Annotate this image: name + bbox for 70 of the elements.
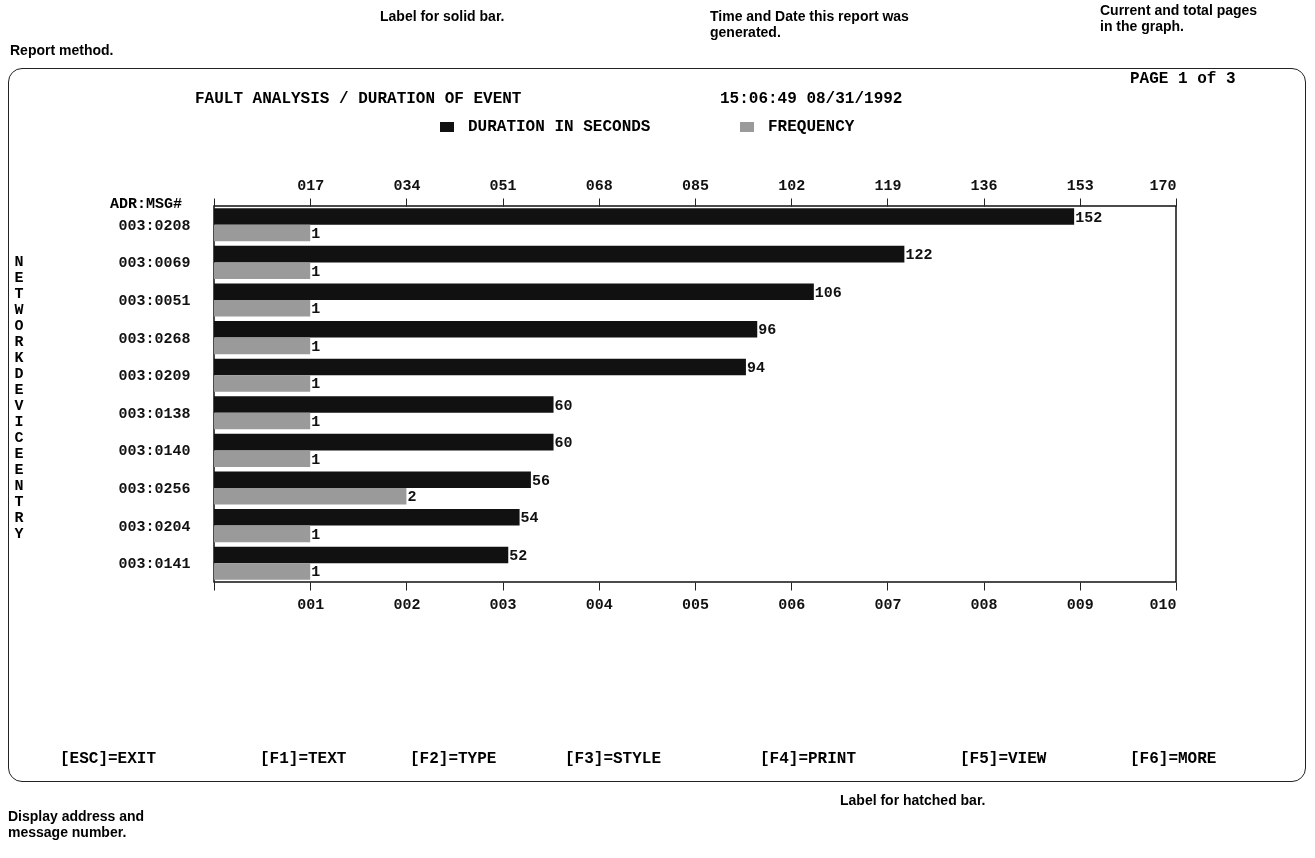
- text: NETWORK DEVICE ENTRY: [14, 254, 24, 543]
- chart-title: FAULT ANALYSIS / DURATION OF EVENT: [195, 90, 522, 108]
- x2-tick-label: 068: [585, 177, 613, 195]
- data-label: 106: [814, 284, 842, 302]
- data-label: 2: [407, 489, 417, 507]
- y-tick-label: 003:0209: [118, 368, 191, 386]
- data-label: 1: [311, 564, 321, 582]
- text: [F4]=PRINT: [760, 750, 857, 768]
- legend-label: FREQUENCY: [768, 118, 855, 136]
- data-label: 1: [311, 414, 321, 432]
- x2-tick-label: 017: [297, 177, 325, 195]
- data-label: 54: [520, 510, 539, 528]
- text: [F2]=TYPE: [410, 750, 497, 768]
- text: Time and Date this report was generated.: [710, 8, 910, 40]
- data-label: 122: [905, 247, 933, 265]
- legend-label: DURATION IN SECONDS: [468, 118, 651, 136]
- data-label: 52: [509, 547, 528, 565]
- data-label: 1: [311, 338, 321, 356]
- x2-tick-label: 085: [681, 177, 710, 195]
- x-tick-label: 004: [585, 596, 613, 614]
- data-label: 1: [311, 451, 321, 469]
- text: [F5]=VIEW: [960, 750, 1047, 768]
- data-label: 1: [311, 376, 321, 394]
- data-label: 1: [311, 526, 321, 544]
- x-tick-label: 003: [489, 596, 517, 614]
- x2-tick-label: 102: [778, 177, 806, 195]
- data-label: 1: [311, 263, 321, 281]
- data-label: 1: [311, 301, 321, 319]
- text: [F1]=TEXT: [260, 750, 347, 768]
- x-tick-label: 006: [778, 596, 806, 614]
- data-label: 60: [554, 435, 573, 453]
- text: [F6]=MORE: [1130, 750, 1217, 768]
- x2-tick-label: 136: [970, 177, 998, 195]
- y-tick-label: 003:0141: [118, 556, 191, 574]
- x-tick-label: 007: [874, 596, 902, 614]
- x2-tick-label: 170: [1149, 177, 1177, 195]
- x2-tick-label: 051: [489, 177, 517, 195]
- y-tick-label: 003:0268: [118, 330, 191, 348]
- y-tick-label: 003:0069: [118, 255, 191, 273]
- x-tick-label: 005: [681, 596, 710, 614]
- x2-tick-label: 153: [1066, 177, 1094, 195]
- x-tick-label: 008: [970, 596, 998, 614]
- text: Report method.: [10, 42, 114, 58]
- x-tick-label: 009: [1066, 596, 1094, 614]
- text: Current and total pages in the graph.: [1100, 2, 1259, 34]
- chart-subtitle: 15:06:49 08/31/1992: [720, 90, 903, 108]
- data-label: 96: [758, 322, 777, 340]
- text: Label for solid bar.: [380, 8, 505, 24]
- y-tick-label: 003:0208: [118, 217, 191, 235]
- y-tick-label: 003:0204: [118, 518, 191, 536]
- text: [F3]=STYLE: [565, 750, 662, 768]
- data-label: 56: [531, 472, 550, 490]
- legend-title: ADR:MSG#: [110, 196, 183, 213]
- x-tick-label: 001: [297, 596, 325, 614]
- y-tick-label: 003:0138: [118, 405, 191, 423]
- data-label: 94: [746, 359, 765, 377]
- data-label: 1: [311, 226, 321, 244]
- text: [ESC]=EXIT: [60, 750, 157, 768]
- x-tick-label: 010: [1149, 596, 1177, 614]
- text: Display address and message number.: [8, 808, 146, 840]
- x2-tick-label: 034: [393, 177, 421, 195]
- data-label: 152: [1075, 209, 1103, 227]
- y-tick-label: 003:0140: [118, 443, 191, 461]
- x2-tick-label: 119: [874, 177, 902, 195]
- text: Label for hatched bar.: [840, 792, 986, 808]
- data-label: 60: [554, 397, 573, 415]
- y-tick-label: 003:0256: [118, 481, 191, 498]
- x-tick-label: 002: [393, 596, 421, 614]
- text: PAGE 1 of 3: [1130, 70, 1236, 88]
- y-tick-label: 003:0051: [118, 293, 191, 310]
